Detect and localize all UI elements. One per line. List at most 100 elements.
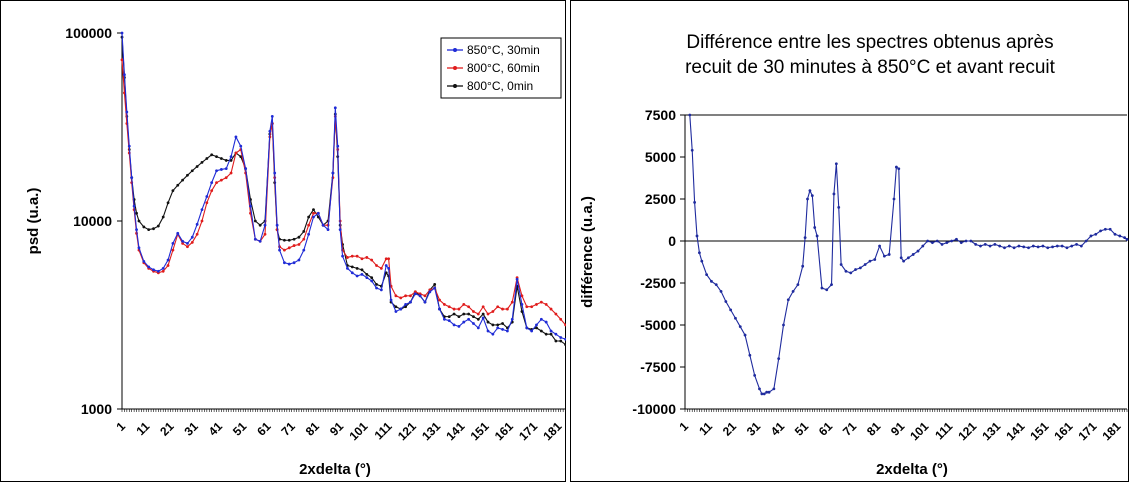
data-point-0 bbox=[394, 310, 398, 313]
data-point-difference bbox=[839, 263, 843, 266]
x-tick-label: 171 bbox=[516, 419, 540, 443]
data-point-difference bbox=[700, 259, 704, 263]
data-point-difference bbox=[777, 357, 781, 360]
data-point-0 bbox=[481, 316, 485, 320]
data-point-0 bbox=[554, 332, 558, 336]
data-point-2 bbox=[302, 230, 306, 233]
data-point-2 bbox=[181, 178, 184, 182]
data-point-2 bbox=[239, 155, 243, 159]
data-point-0 bbox=[496, 326, 500, 330]
data-point-0 bbox=[472, 322, 475, 325]
data-point-difference bbox=[834, 162, 838, 166]
data-point-0 bbox=[166, 258, 170, 262]
data-point-0 bbox=[263, 223, 267, 227]
data-point-difference bbox=[902, 259, 905, 263]
data-point-difference bbox=[969, 239, 973, 243]
data-point-difference bbox=[974, 242, 978, 246]
data-point-difference bbox=[743, 333, 747, 337]
data-point-0 bbox=[491, 332, 495, 336]
data-point-difference bbox=[858, 266, 862, 270]
y-axis-title: psd (u.a.) bbox=[25, 188, 42, 255]
x-tick-label: 1 bbox=[676, 419, 691, 434]
data-point-0 bbox=[564, 337, 566, 341]
data-point-difference bbox=[1036, 245, 1040, 249]
y-axis-title: différence (u.a.) bbox=[579, 196, 596, 308]
data-point-difference bbox=[1125, 237, 1129, 241]
data-point-difference bbox=[1027, 246, 1030, 250]
data-point-1 bbox=[263, 232, 267, 236]
data-point-2 bbox=[491, 323, 495, 327]
y-tick-label: -5000 bbox=[640, 317, 676, 333]
data-point-1 bbox=[496, 305, 500, 309]
data-point-0 bbox=[506, 329, 509, 333]
data-point-2 bbox=[549, 332, 553, 336]
data-point-0 bbox=[384, 264, 388, 267]
data-point-difference bbox=[760, 392, 764, 396]
data-point-2 bbox=[156, 224, 160, 228]
data-point-difference bbox=[998, 244, 1002, 248]
data-point-2 bbox=[496, 323, 500, 327]
data-point-1 bbox=[120, 58, 124, 62]
x-tick-label: 171 bbox=[1075, 419, 1099, 443]
data-point-0 bbox=[171, 242, 175, 245]
data-point-0 bbox=[409, 300, 412, 304]
data-point-2 bbox=[210, 153, 214, 157]
data-point-1 bbox=[370, 258, 374, 262]
data-point-difference bbox=[1012, 246, 1016, 250]
data-point-1 bbox=[355, 254, 359, 258]
data-point-difference bbox=[738, 325, 742, 329]
data-point-2 bbox=[195, 165, 199, 168]
data-point-difference bbox=[719, 290, 723, 293]
series-line-difference bbox=[689, 114, 1128, 395]
data-point-0 bbox=[389, 298, 393, 302]
data-point-1 bbox=[166, 264, 170, 267]
data-point-0 bbox=[152, 268, 155, 272]
x-tick-label: 81 bbox=[303, 419, 323, 439]
data-point-1 bbox=[423, 294, 427, 298]
data-point-difference bbox=[815, 234, 819, 238]
data-point-1 bbox=[399, 296, 403, 300]
y-tick-label: -7500 bbox=[640, 359, 676, 375]
data-point-1 bbox=[486, 312, 490, 316]
data-point-difference bbox=[1070, 244, 1074, 248]
data-point-0 bbox=[147, 265, 151, 269]
data-point-0 bbox=[205, 195, 209, 198]
data-point-1 bbox=[491, 310, 495, 313]
data-point-difference bbox=[979, 244, 982, 248]
data-point-0 bbox=[341, 254, 344, 258]
x-tick-label: 101 bbox=[907, 419, 931, 443]
data-point-0 bbox=[326, 228, 330, 232]
data-point-1 bbox=[387, 257, 391, 261]
data-point-1 bbox=[438, 298, 441, 302]
data-point-0 bbox=[467, 317, 471, 321]
data-point-difference bbox=[803, 236, 807, 240]
data-point-1 bbox=[195, 232, 199, 236]
data-point-2 bbox=[564, 343, 566, 347]
data-point-difference bbox=[1108, 227, 1112, 231]
data-point-2 bbox=[147, 228, 151, 232]
x-tick-label: 131 bbox=[979, 419, 1003, 443]
data-point-0 bbox=[120, 31, 124, 35]
data-point-1 bbox=[544, 303, 548, 306]
data-point-difference bbox=[1079, 244, 1083, 248]
x-tick-label: 161 bbox=[492, 419, 516, 443]
data-point-1 bbox=[297, 243, 301, 246]
data-point-difference bbox=[926, 239, 930, 243]
data-point-2 bbox=[350, 265, 354, 269]
data-point-0 bbox=[370, 279, 374, 283]
data-point-0 bbox=[195, 222, 199, 226]
data-point-1 bbox=[409, 294, 412, 298]
data-point-0 bbox=[239, 144, 243, 148]
data-point-2 bbox=[224, 159, 228, 162]
data-point-difference bbox=[897, 167, 901, 171]
data-point-1 bbox=[520, 294, 524, 298]
x-tick-label: 21 bbox=[720, 419, 740, 439]
data-point-2 bbox=[501, 322, 504, 325]
data-point-1 bbox=[234, 151, 238, 155]
data-point-2 bbox=[142, 225, 146, 229]
data-point-0 bbox=[181, 239, 184, 243]
data-point-0 bbox=[249, 204, 252, 208]
data-point-2 bbox=[360, 268, 364, 272]
data-point-1 bbox=[559, 317, 563, 321]
